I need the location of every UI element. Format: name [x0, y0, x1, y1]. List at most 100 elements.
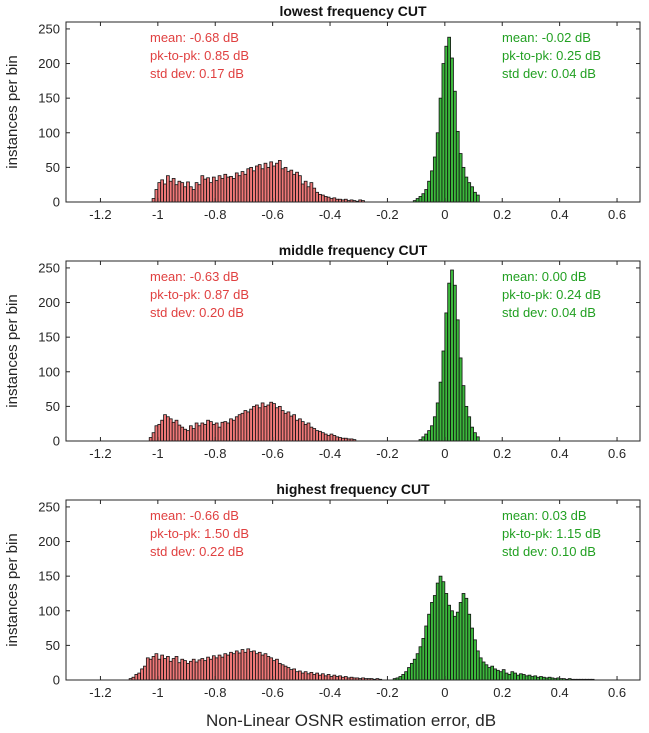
histogram-bar	[432, 416, 437, 442]
histogram-bar	[427, 430, 431, 442]
histogram-bar	[332, 435, 337, 442]
histogram-bar	[160, 179, 164, 203]
axes-box	[65, 260, 641, 442]
x-tick-label: -0.6	[261, 446, 283, 461]
y-tick-label: 50	[46, 399, 60, 414]
histogram-bar	[513, 672, 517, 681]
histogram-bar	[430, 170, 434, 203]
histogram-bar	[321, 673, 325, 681]
histogram-bar	[435, 582, 440, 681]
y-tick-label: 200	[38, 534, 60, 549]
stat-red-3: std dev: 0.17 dB	[150, 66, 244, 81]
histogram-bar	[283, 412, 288, 442]
x-tick-label: -0.4	[319, 446, 341, 461]
histogram-bar	[249, 408, 253, 442]
x-tick-label: 0	[441, 207, 448, 222]
histogram-bar	[206, 177, 210, 203]
histogram-bar	[183, 428, 187, 442]
histogram-bar	[226, 176, 230, 203]
histogram-bar	[243, 651, 248, 681]
y-tick-label: 50	[46, 638, 60, 653]
histogram-bar	[266, 166, 271, 203]
histogram-bar	[203, 423, 208, 442]
histogram-bar	[171, 658, 176, 681]
histogram-bar	[283, 166, 288, 203]
histogram-bar	[292, 668, 297, 681]
histogram-bar	[318, 674, 322, 681]
stat-red-3: std dev: 0.22 dB	[150, 544, 244, 559]
histogram-bar	[209, 658, 213, 681]
stat-green-2: pk-to-pk: 0.24 dB	[502, 287, 601, 302]
histogram-bar	[234, 650, 239, 681]
histogram-bar	[171, 421, 176, 442]
histogram-bar	[168, 660, 173, 681]
histogram-bar	[467, 182, 472, 203]
histogram-bar	[464, 405, 469, 442]
y-tick-label: 0	[53, 195, 60, 210]
histogram-bar	[306, 186, 311, 203]
histogram-bar	[527, 674, 532, 681]
stat-green-2: pk-to-pk: 0.25 dB	[502, 48, 601, 63]
histogram-bar	[232, 178, 236, 203]
histogram-bar	[530, 676, 535, 681]
histogram-bar	[148, 658, 153, 681]
histogram-bar	[476, 436, 480, 442]
histogram-bar	[197, 184, 202, 203]
histogram-bar	[335, 676, 340, 681]
histogram-bar	[487, 667, 492, 681]
y-tick-label: 150	[38, 569, 60, 584]
histogram-bar	[266, 656, 271, 681]
histogram-bar	[521, 674, 526, 681]
histogram-bar	[524, 675, 529, 681]
histogram-bar	[303, 423, 308, 442]
y-axis-label: instances per bin	[4, 533, 21, 646]
histogram-bar	[255, 404, 259, 442]
stat-red-2: pk-to-pk: 1.50 dB	[150, 526, 249, 541]
x-tick-label: -0.8	[204, 685, 226, 700]
histogram-bar	[277, 662, 282, 681]
histogram-bar	[303, 671, 308, 681]
histogram-bar	[272, 403, 276, 442]
histogram-bar	[226, 654, 230, 681]
histogram-bar	[453, 284, 457, 442]
histogram-bar	[194, 182, 199, 203]
histogram-bar	[246, 411, 251, 442]
histogram-bar	[174, 656, 179, 681]
histogram-bar	[295, 419, 299, 442]
histogram-bar	[306, 422, 311, 442]
y-tick-label: 250	[38, 499, 60, 514]
x-tick-label: 0.4	[551, 685, 569, 700]
histogram-bar	[321, 194, 325, 203]
histogram-bar	[145, 657, 150, 681]
histogram-bar	[240, 649, 245, 681]
panel-title: lowest frequency CUT	[279, 3, 426, 19]
x-tick-label: 0.4	[551, 446, 569, 461]
x-tick-label: -1	[152, 685, 164, 700]
histogram-bar	[438, 97, 443, 203]
histogram-bar	[315, 191, 319, 203]
histogram-bar	[332, 674, 337, 681]
histogram-bar	[409, 662, 414, 681]
y-tick-label: 150	[38, 91, 60, 106]
histogram-bar	[249, 651, 253, 681]
histogram-bar	[306, 673, 311, 681]
stat-green-1: mean: 0.03 dB	[502, 508, 587, 523]
histogram-bar	[249, 166, 253, 203]
histogram-bar	[255, 653, 259, 681]
histogram-bar	[151, 198, 156, 203]
histogram-bar	[206, 656, 210, 681]
histogram-bar	[232, 419, 236, 442]
histogram-bar	[189, 186, 193, 203]
histogram-bar	[455, 319, 460, 442]
histogram-bar	[252, 170, 256, 203]
histogram-bar	[450, 269, 454, 442]
histogram-bar	[427, 613, 431, 681]
histogram-bar	[407, 667, 411, 681]
histogram-bar	[453, 90, 457, 203]
histogram-bar	[467, 416, 472, 442]
histogram-bar	[493, 668, 497, 681]
histogram-bar	[453, 615, 457, 681]
histogram-bar	[240, 412, 245, 442]
histogram-bar	[455, 611, 460, 681]
histogram-bar	[191, 189, 196, 203]
